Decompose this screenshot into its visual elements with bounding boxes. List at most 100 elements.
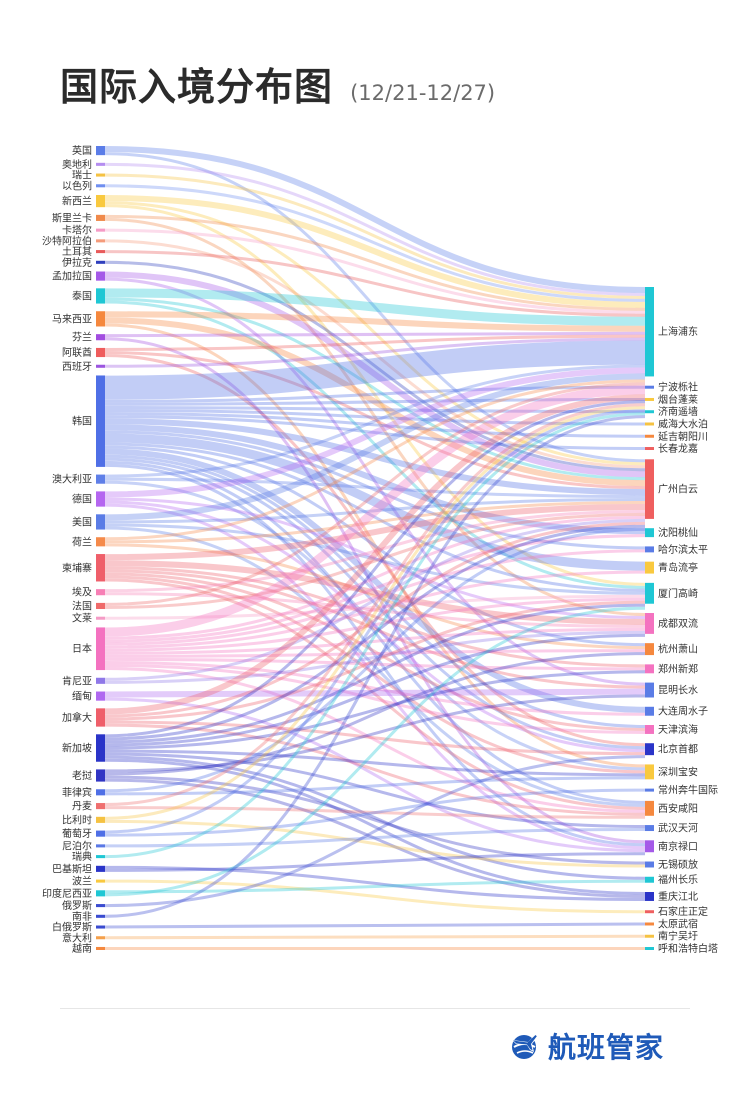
sankey-link — [104, 271, 646, 478]
sankey-link — [104, 594, 646, 620]
source-node — [96, 855, 105, 859]
source-label: 泰国 — [72, 289, 92, 302]
source-node — [96, 865, 105, 872]
sankey-link — [104, 477, 646, 499]
sankey-link — [104, 570, 646, 649]
sankey-link — [104, 204, 646, 586]
sankey-link — [104, 627, 646, 655]
sankey-link — [104, 515, 646, 640]
source-node — [96, 162, 105, 166]
source-node — [96, 936, 105, 940]
sankey-link — [104, 379, 646, 541]
source-label: 孟加拉国 — [52, 270, 92, 283]
target-label: 北京首都 — [658, 743, 698, 756]
source-node — [96, 708, 105, 727]
source-label: 巴基斯坦 — [52, 862, 92, 875]
source-label: 瑞典 — [72, 850, 92, 863]
source-node — [96, 627, 105, 671]
sankey-link — [104, 214, 646, 311]
target-node — [645, 788, 654, 792]
source-node — [96, 491, 105, 507]
sankey-link — [104, 385, 646, 637]
target-label: 武汉天河 — [658, 822, 698, 835]
source-label: 新加坡 — [62, 742, 92, 755]
target-label: 太原武宿 — [658, 917, 698, 930]
sankey-link — [104, 433, 646, 571]
target-label: 天津滨海 — [658, 723, 698, 736]
sankey-link — [104, 518, 646, 681]
target-node — [645, 800, 654, 816]
footer-divider — [60, 1008, 690, 1009]
source-node — [96, 616, 105, 620]
sankey-link — [104, 758, 646, 896]
sankey-link — [104, 819, 646, 868]
target-label: 西安咸阳 — [658, 802, 698, 815]
sankey-link — [104, 879, 646, 914]
sankey-chart: 英国奥地利瑞士以色列新西兰斯里兰卡卡塔尔沙特阿拉伯土耳其伊拉克孟加拉国泰国马来西… — [42, 144, 718, 955]
source-label: 伊拉克 — [62, 256, 92, 269]
source-node — [96, 677, 105, 684]
source-label: 意大利 — [62, 931, 92, 944]
source-node — [96, 375, 105, 467]
sankey-link — [104, 652, 646, 776]
target-node — [645, 287, 654, 377]
source-node — [96, 364, 105, 368]
sankey-link — [104, 578, 646, 810]
source-label: 澳大利亚 — [52, 473, 92, 486]
sankey-link — [104, 405, 646, 414]
sankey-link — [104, 406, 646, 820]
sankey-link — [104, 755, 646, 908]
sankey-link — [104, 806, 646, 819]
target-node — [645, 934, 654, 938]
sankey-link — [104, 415, 646, 918]
target-node — [645, 825, 654, 832]
sankey-link — [104, 311, 646, 332]
sankey-link — [104, 852, 646, 872]
sankey-link — [104, 509, 646, 593]
sankey-link — [104, 480, 646, 771]
page-title: 国际入境分布图 — [60, 65, 334, 109]
source-label: 阿联酋 — [62, 346, 92, 359]
source-label: 日本 — [72, 642, 92, 655]
sankey-link — [104, 720, 646, 756]
source-node — [96, 890, 105, 897]
sankey-link — [104, 385, 646, 403]
sankey-link — [104, 527, 646, 793]
sankey-link — [104, 317, 646, 487]
target-label: 郑州新郑 — [658, 662, 698, 675]
target-node — [645, 397, 654, 401]
plane-globe-icon — [512, 1034, 538, 1059]
source-label: 南非 — [72, 910, 92, 923]
sankey-link — [104, 146, 646, 293]
sankey-link — [104, 697, 646, 853]
target-node — [645, 434, 654, 438]
target-node — [645, 861, 654, 868]
source-label: 美国 — [72, 515, 92, 528]
sankey-link — [104, 460, 646, 804]
target-node — [645, 876, 654, 883]
sankey-link — [104, 694, 646, 773]
sankey-link — [104, 152, 646, 463]
target-label: 石家庄正定 — [658, 905, 708, 918]
target-node — [645, 840, 654, 853]
sankey-link — [104, 523, 646, 595]
brand-name: 航班管家 — [548, 1031, 665, 1064]
sankey-link — [104, 394, 646, 715]
sankey-link — [104, 412, 646, 438]
target-label: 福州长乐 — [658, 873, 698, 886]
sankey-link — [104, 250, 646, 317]
sankey-link — [104, 755, 646, 880]
target-node — [645, 743, 654, 756]
sankey-link — [104, 569, 646, 689]
sankey-link — [104, 195, 646, 308]
source-label: 奥地利 — [62, 158, 92, 171]
source-label: 卡塔尔 — [62, 224, 92, 237]
sankey-link — [104, 633, 646, 747]
sankey-link — [104, 340, 646, 400]
date-range-subtitle: (12/21-12/27) — [350, 81, 496, 105]
sankey-link — [104, 503, 646, 850]
source-node — [96, 816, 105, 823]
sankey-link — [104, 606, 646, 897]
source-label: 老挝 — [72, 769, 92, 782]
sankey-link — [104, 418, 646, 496]
